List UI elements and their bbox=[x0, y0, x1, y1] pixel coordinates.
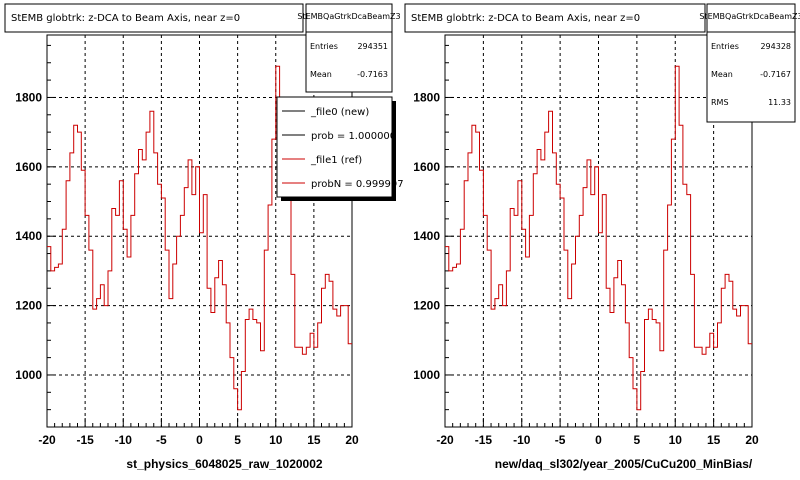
y-tick-label: 1200 bbox=[15, 299, 42, 313]
x-tick-label: 5 bbox=[234, 433, 241, 447]
x-tick-label: -20 bbox=[436, 433, 454, 447]
x-tick-label: -10 bbox=[513, 433, 531, 447]
y-tick-label: 1000 bbox=[413, 368, 440, 382]
stats-label: Entries bbox=[310, 42, 338, 51]
x-axis-label: new/daq_sl302/year_2005/CuCu200_MinBias/ bbox=[495, 457, 753, 471]
chart-title: StEMB globtrk: z-DCA to Beam Axis, near … bbox=[11, 13, 240, 24]
y-tick-label: 1400 bbox=[15, 229, 42, 243]
stats-value: 294351 bbox=[357, 42, 388, 51]
legend-label: _file0 (new) bbox=[310, 107, 369, 118]
x-tick-label: 0 bbox=[595, 433, 602, 447]
stats-label: Mean bbox=[711, 70, 733, 79]
x-axis-label: st_physics_6048025_raw_1020002 bbox=[126, 457, 322, 471]
y-tick-label: 1800 bbox=[15, 90, 42, 104]
stats-name: StEMBQaGtrkDcaBeamZ3 bbox=[699, 12, 800, 21]
histogram-series-line bbox=[445, 65, 752, 411]
stats-value: -0.7167 bbox=[760, 70, 791, 79]
x-tick-label: -5 bbox=[156, 433, 167, 447]
y-tick-label: 1400 bbox=[413, 229, 440, 243]
stats-box bbox=[706, 3, 796, 123]
stats-label: Entries bbox=[711, 42, 739, 51]
stats-label: Mean bbox=[310, 70, 332, 79]
y-tick-label: 1000 bbox=[15, 368, 42, 382]
stats-label: RMS bbox=[711, 98, 729, 107]
x-tick-label: -20 bbox=[38, 433, 56, 447]
legend-box bbox=[276, 96, 393, 198]
y-tick-label: 1600 bbox=[15, 160, 42, 174]
x-tick-label: -10 bbox=[115, 433, 133, 447]
x-tick-label: 15 bbox=[307, 433, 321, 447]
legend-label: _file1 (ref) bbox=[310, 155, 362, 166]
stats-value: 11.33 bbox=[768, 98, 791, 107]
stats-name: StEMBQaGtrkDcaBeamZ3 bbox=[297, 12, 400, 21]
x-tick-label: 5 bbox=[634, 433, 641, 447]
histogram-series-line bbox=[47, 65, 352, 411]
x-tick-label: 15 bbox=[707, 433, 721, 447]
title-box bbox=[4, 3, 304, 33]
chart-panel-1: -20 -15 -10 -5 0 5 10 15 20 1000 1200 1400 1600 1800 S… bbox=[4, 3, 404, 471]
x-tick-label: 0 bbox=[196, 433, 203, 447]
x-tick-label: -15 bbox=[76, 433, 94, 447]
chart-panel-2: -20 -15 -10 -5 0 5 10 15 20 1000 1200 1400 1600 1800 S… bbox=[404, 3, 800, 471]
y-tick-label: 1200 bbox=[413, 299, 440, 313]
y-tick-label: 1800 bbox=[413, 90, 440, 104]
legend-label: probN = 0.999997 bbox=[311, 179, 404, 190]
x-tick-label: 10 bbox=[269, 433, 283, 447]
chart-title: StEMB globtrk: z-DCA to Beam Axis, near … bbox=[411, 13, 640, 24]
stats-value: -0.7163 bbox=[357, 70, 388, 79]
y-tick-label: 1600 bbox=[413, 160, 440, 174]
stats-value: 294328 bbox=[760, 42, 791, 51]
x-tick-label: 20 bbox=[345, 433, 359, 447]
legend-label: prob = 1.000000 bbox=[311, 131, 396, 142]
title-box bbox=[404, 3, 706, 33]
x-tick-label: -5 bbox=[555, 433, 566, 447]
stats-box bbox=[305, 3, 393, 93]
x-tick-label: 20 bbox=[745, 433, 759, 447]
x-tick-label: -15 bbox=[475, 433, 493, 447]
x-tick-label: 10 bbox=[669, 433, 683, 447]
